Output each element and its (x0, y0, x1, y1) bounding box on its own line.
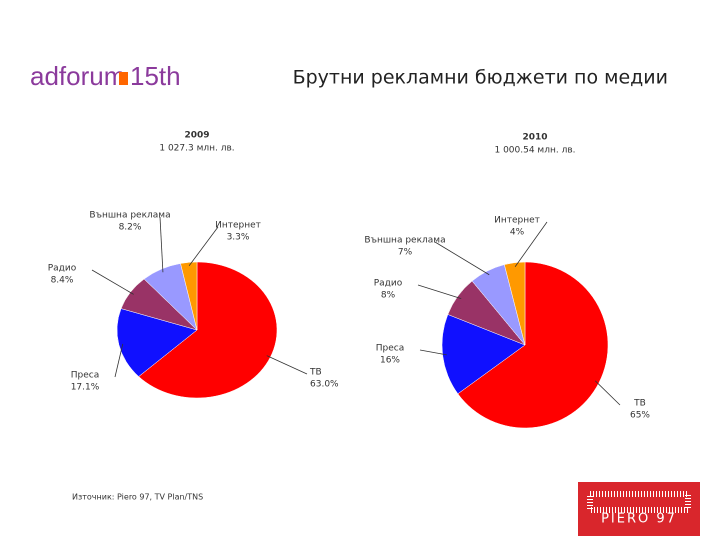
slice-value: 8% (381, 291, 396, 301)
chart-title: 2009 (184, 131, 209, 141)
logo: adforum (30, 61, 125, 91)
slice-value: 4% (510, 228, 525, 238)
slice-value: 17.1% (71, 383, 100, 393)
brand-barcode (587, 491, 691, 513)
slice-value: 7% (398, 248, 413, 258)
slice-value: 16% (380, 356, 400, 366)
leader-line (114, 343, 124, 378)
chart-subtitle: 1 027.3 млн. лв. (159, 144, 234, 154)
slice-label: Радио (374, 279, 403, 289)
leader-line (188, 226, 219, 266)
source-note: Източник: Piero 97, TV Plan/TNS (72, 493, 203, 502)
leader-line (91, 269, 134, 295)
slice-value: 63.0% (310, 380, 339, 390)
brand-text: PIERO 97 (601, 512, 677, 527)
slice-value: 8.4% (51, 276, 74, 286)
leader-line (159, 216, 164, 273)
slice-label: Радио (48, 264, 77, 274)
chart-subtitle: 1 000.54 млн. лв. (494, 146, 575, 156)
pie-slice (116, 308, 198, 377)
slice-label: Интернет (494, 216, 540, 226)
slice-label: Външна реклама (89, 211, 170, 221)
pie-slice (441, 314, 526, 395)
slice-label: ТВ (309, 368, 322, 378)
logo-suffix: 15th (130, 61, 181, 91)
slice-label: Интернет (215, 221, 261, 231)
pie-slice (457, 261, 609, 429)
slice-label: Външна реклама (364, 236, 445, 246)
slice-label: Преса (376, 344, 404, 354)
chart-title: 2010 (522, 133, 547, 143)
slice-value: 8.2% (119, 223, 142, 233)
slide-title: Брутни рекламни бюджети по медии (293, 67, 668, 89)
leader-line (417, 284, 462, 300)
leader-line (266, 355, 308, 375)
slice-label: ТВ (633, 399, 646, 409)
slice-value: 3.3% (227, 233, 250, 243)
leader-line (514, 221, 548, 268)
pie-slice (504, 261, 526, 346)
pie-slice (180, 261, 198, 331)
leader-line (419, 349, 447, 356)
leader-line (594, 380, 621, 406)
slice-value: 65% (630, 411, 650, 421)
slice-label: Преса (71, 371, 99, 381)
logo-square (119, 72, 128, 85)
leader-line (434, 241, 490, 276)
